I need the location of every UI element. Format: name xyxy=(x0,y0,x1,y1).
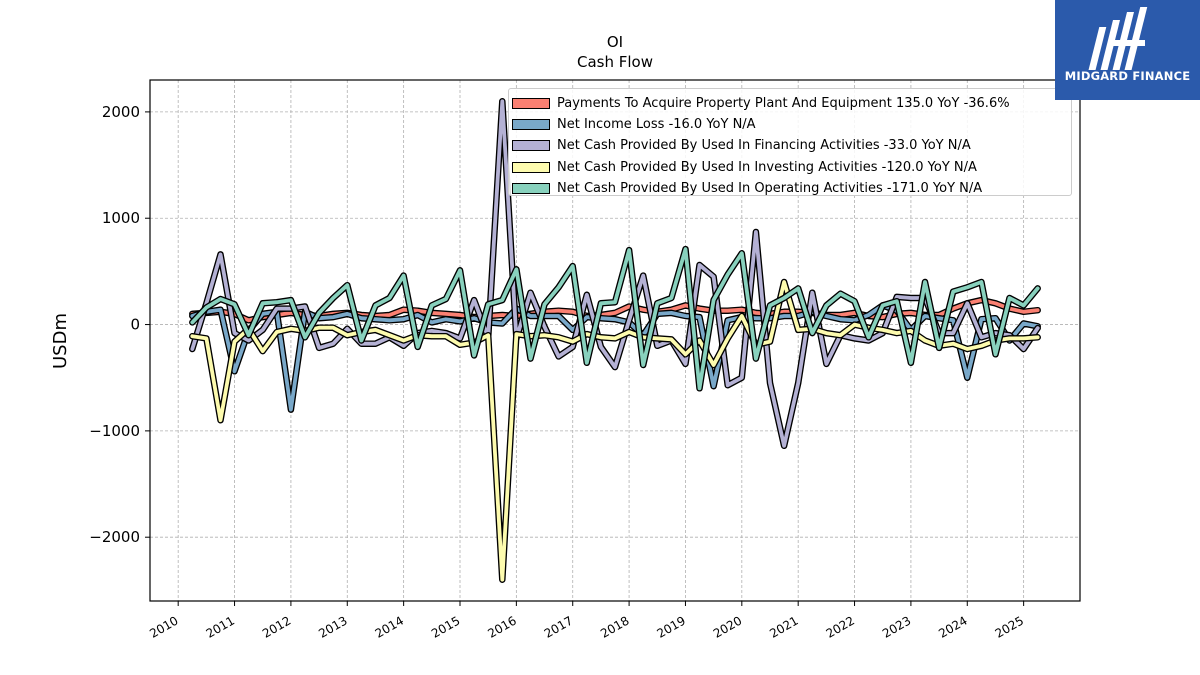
x-tick-label: 2012 xyxy=(260,613,293,640)
x-tick-label: 2020 xyxy=(711,613,744,640)
plot-frame xyxy=(149,79,1081,602)
legend-label: Payments To Acquire Property Plant And E… xyxy=(557,96,1010,112)
y-tick-label: 0 xyxy=(130,316,140,334)
x-tick-label: 2023 xyxy=(880,613,913,640)
legend-label: Net Cash Provided By Used In Investing A… xyxy=(557,159,977,175)
legend-swatch xyxy=(512,119,550,131)
y-tick-label: −2000 xyxy=(89,528,140,546)
logo-text: MIDGARD FINANCE xyxy=(1064,69,1191,83)
x-tick-label: 2022 xyxy=(824,613,857,640)
chart-legend: Payments To Acquire Property Plant And E… xyxy=(508,88,1072,196)
midgard-finance-logo: MIDGARD FINANCE xyxy=(1055,0,1200,100)
x-tick-label: 2014 xyxy=(373,613,406,640)
series-line-4 xyxy=(190,247,1040,391)
midgard-logo-icon xyxy=(1088,7,1148,70)
legend-swatch xyxy=(512,161,550,173)
y-tick-label: 1000 xyxy=(102,209,140,227)
y-tick-label: −1000 xyxy=(89,422,140,440)
x-tick-label: 2016 xyxy=(485,613,518,640)
x-tick-label: 2010 xyxy=(147,613,180,640)
legend-swatch xyxy=(512,140,550,152)
legend-item: Net Cash Provided By Used In Investing A… xyxy=(512,157,1071,178)
x-tick-label: 2017 xyxy=(542,613,575,640)
x-tick-label: 2019 xyxy=(655,613,688,640)
series-lines xyxy=(189,98,1041,583)
x-tick-label: 2013 xyxy=(316,613,349,640)
x-tick-label: 2018 xyxy=(598,613,631,640)
legend-label: Net Cash Provided By Used In Financing A… xyxy=(557,138,971,154)
series-line-3 xyxy=(190,280,1040,582)
x-tick-label: 2025 xyxy=(993,613,1026,640)
y-tick-label: 2000 xyxy=(102,103,140,121)
legend-label: Net Income Loss -16.0 YoY N/A xyxy=(557,117,756,133)
legend-swatch xyxy=(512,182,550,194)
y-axis-label: USDm xyxy=(50,313,71,369)
legend-item: Net Cash Provided By Used In Operating A… xyxy=(512,178,1071,199)
x-tick-label: 2024 xyxy=(936,613,969,640)
legend-label: Net Cash Provided By Used In Operating A… xyxy=(557,180,983,196)
legend-item: Net Cash Provided By Used In Financing A… xyxy=(512,135,1071,156)
chart-title: OI xyxy=(607,33,623,51)
x-tick-label: 2015 xyxy=(429,613,462,640)
x-tick-label: 2021 xyxy=(767,613,800,640)
chart-subtitle: Cash Flow xyxy=(577,53,653,71)
x-tick-label: 2011 xyxy=(204,613,237,640)
legend-item: Net Income Loss -16.0 YoY N/A xyxy=(512,114,1071,135)
legend-swatch xyxy=(512,98,550,110)
legend-item: Payments To Acquire Property Plant And E… xyxy=(512,93,1071,114)
series-line-2 xyxy=(190,99,1040,448)
